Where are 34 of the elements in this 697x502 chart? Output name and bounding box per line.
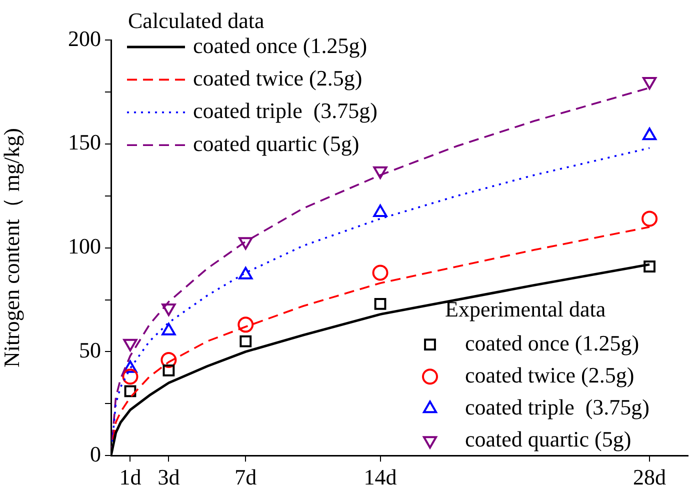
x-tick-label: 14d xyxy=(364,464,397,490)
point xyxy=(642,77,657,90)
annotation: Experimental data xyxy=(445,296,606,322)
point xyxy=(644,260,656,272)
point xyxy=(373,166,388,179)
y-axis-title: Nitrogen content（ mg/kg) xyxy=(0,128,24,368)
legend-label: coated quartic (5g) xyxy=(465,426,632,452)
x-tick-label: 1d xyxy=(119,464,142,490)
legend-label: coated triple (3.75g) xyxy=(193,98,378,124)
y-tick-label: 200 xyxy=(68,26,101,51)
x-tick-label: 3d xyxy=(158,464,180,490)
legend-label: coated triple (3.75g) xyxy=(465,394,650,420)
legend-label: coated once (1.25g) xyxy=(465,330,640,356)
legend-label: coated quartic (5g) xyxy=(193,130,360,156)
point xyxy=(372,264,388,281)
y-tick-label: 0 xyxy=(90,441,101,466)
point xyxy=(162,364,175,376)
y-tick-label: 100 xyxy=(68,234,101,259)
y-tick-label: 150 xyxy=(68,130,101,155)
point xyxy=(374,298,386,310)
point xyxy=(122,368,138,385)
x-tick-label: 7d xyxy=(234,464,257,490)
point xyxy=(160,352,177,368)
y-tick-label: 50 xyxy=(79,337,101,362)
legend-label: coated twice (2.5g) xyxy=(465,362,634,388)
point xyxy=(238,316,254,333)
legend-label: coated once (1.25g) xyxy=(193,32,368,58)
point xyxy=(238,237,253,250)
legend-title: Calculated data xyxy=(128,8,264,33)
point xyxy=(124,385,136,398)
point xyxy=(240,335,252,348)
legend-label: coated twice (2.5g) xyxy=(193,65,362,90)
point xyxy=(642,210,658,227)
x-tick-label: 28d xyxy=(633,464,666,490)
